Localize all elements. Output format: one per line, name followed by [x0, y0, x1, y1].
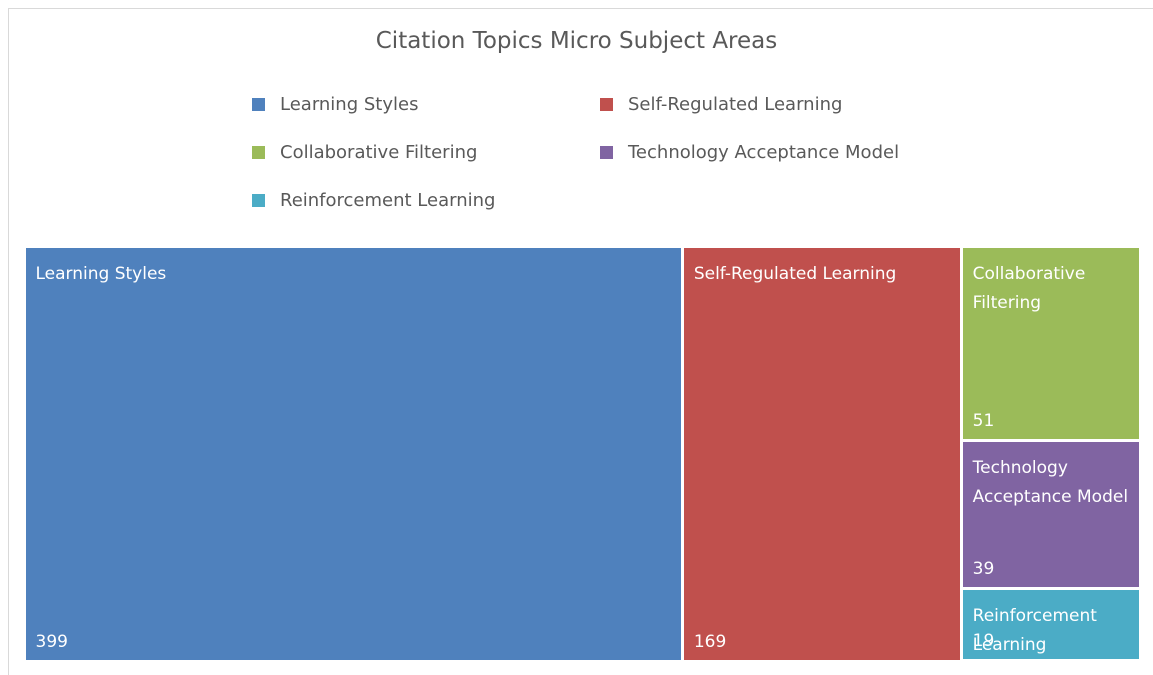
legend-label: Learning Styles: [280, 94, 419, 115]
legend-label: Self-Regulated Learning: [628, 94, 843, 115]
legend-swatch: [252, 98, 265, 111]
tile-value: 399: [35, 631, 68, 652]
tile-value: 39: [972, 559, 995, 580]
tile-label: Learning Styles: [35, 263, 167, 284]
chart-title: Citation Topics Micro Subject Areas: [375, 28, 778, 54]
treemap-tile: Technology Acceptance Model 39: [962, 441, 1140, 588]
legend-swatch: [600, 146, 613, 159]
treemap-tile: Collaborative Filtering 51: [962, 247, 1140, 439]
chart-frame: [8, 8, 1153, 675]
legend-label: Collaborative Filtering: [280, 142, 478, 163]
tile-value: 169: [693, 631, 727, 652]
legend-swatch: [600, 98, 613, 111]
tile-value: 19: [972, 631, 995, 652]
tile-label: Collaborative Filtering: [972, 263, 1086, 313]
treemap-tile: Reinforcement Learning 19: [962, 590, 1140, 660]
legend-label: Technology Acceptance Model: [628, 142, 900, 163]
tile-value: 51: [972, 410, 995, 431]
treemap-tile: Learning Styles 399: [25, 247, 681, 660]
tile-label: Technology Acceptance Model: [972, 457, 1129, 507]
legend-swatch: [252, 194, 265, 207]
tile-label: Reinforcement Learning: [972, 606, 1097, 656]
treemap-tile: Self-Regulated Learning 169: [683, 247, 960, 660]
tile-label: Self-Regulated Learning: [693, 263, 897, 284]
legend-swatch: [252, 146, 265, 159]
legend-label: Reinforcement Learning: [280, 190, 496, 211]
